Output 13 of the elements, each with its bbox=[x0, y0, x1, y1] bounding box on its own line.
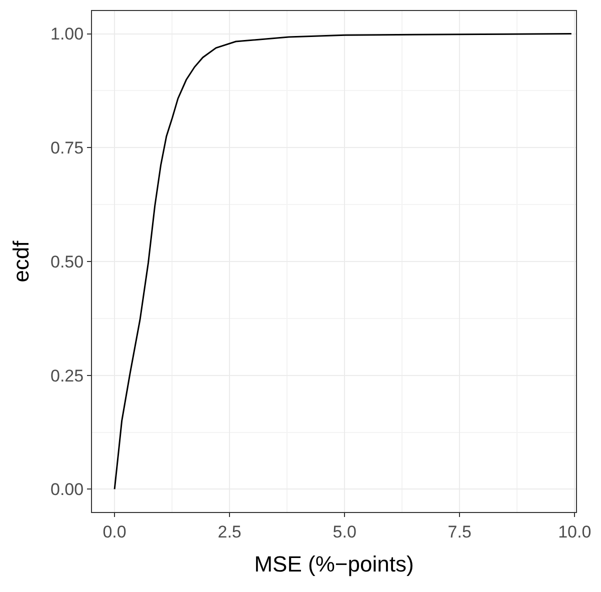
y-tick-label: 1.00 bbox=[50, 24, 84, 44]
y-axis-title: ecdf bbox=[8, 240, 34, 282]
x-tick-label: 2.5 bbox=[218, 522, 242, 542]
y-tick-label: 0.25 bbox=[50, 366, 84, 386]
x-tick-label: 0.0 bbox=[102, 522, 126, 542]
y-tick-label: 0.00 bbox=[50, 480, 84, 500]
x-axis-title: MSE (%−points) bbox=[254, 551, 414, 576]
line-series bbox=[114, 33, 572, 490]
y-tick-label: 0.50 bbox=[50, 252, 84, 272]
x-tick-label: 10.0 bbox=[558, 522, 592, 542]
x-tick-label: 5.0 bbox=[332, 522, 356, 542]
y-tick-label: 0.75 bbox=[50, 138, 84, 158]
x-tick-label: 7.5 bbox=[448, 522, 472, 542]
